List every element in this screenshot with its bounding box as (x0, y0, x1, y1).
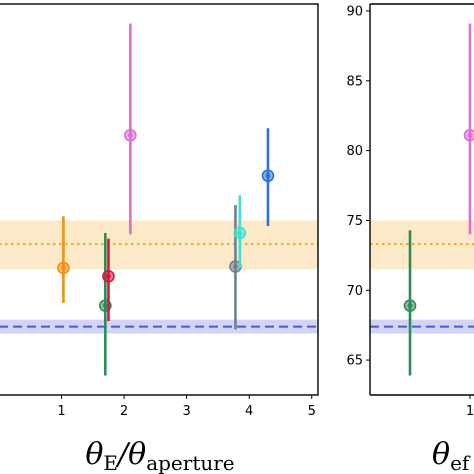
left-point-core-3 (127, 132, 133, 138)
right-y-tick-label-1: 70 (346, 284, 363, 299)
left-point-core-1 (102, 303, 108, 309)
left-point-core-0 (61, 265, 66, 271)
right-reference-band-0 (370, 220, 474, 270)
left-x-tick-label-2: 3 (183, 404, 191, 419)
left-axes-frame (0, 3, 319, 396)
right-plot-area (370, 23, 474, 376)
left-point-core-6 (265, 173, 271, 179)
left-x-label-sep: /θ (115, 437, 146, 472)
left-x-tick-label-3: 4 (245, 404, 253, 419)
right-y-tick-label-4: 85 (346, 74, 363, 89)
left-x-tick-label-0: 1 (57, 404, 65, 419)
left-point-core-5 (237, 230, 243, 236)
right-y-tick-label-3: 80 (346, 144, 363, 159)
right-x-axis-label: θef (432, 437, 471, 474)
right-x-label-sub: ef (450, 451, 471, 474)
left-x-tick-label-1: 2 (120, 404, 128, 419)
right-y-tick-label-5: 90 (346, 4, 363, 19)
left-point-core-2 (106, 273, 111, 279)
right-y-tick-label-2: 75 (346, 214, 363, 229)
left-axes: 1 2 3 4 5 (0, 3, 319, 419)
right-panel: 1 65 70 75 80 85 90 θef (346, 3, 474, 474)
left-x-label-sub1: E (103, 451, 118, 474)
right-x-tick-label-0: 1 (466, 404, 474, 419)
left-x-tick-label-4: 5 (308, 404, 316, 419)
right-reference-band-1 (370, 319, 474, 334)
right-point-core-0 (407, 303, 413, 309)
right-y-tick-label-0: 65 (346, 354, 363, 369)
right-x-label-theta: θ (432, 437, 450, 472)
right-point-core-1 (467, 132, 473, 138)
left-x-label-theta1: θ (85, 437, 103, 472)
left-panel: 1 2 3 4 5 θE/θaperture (0, 3, 319, 474)
left-point-core-4 (233, 264, 238, 269)
left-plot-area (0, 23, 318, 376)
right-axes: 1 65 70 75 80 85 90 (346, 3, 474, 419)
left-x-label-sub2: aperture (146, 451, 234, 474)
left-x-axis-label: θE/θaperture (85, 437, 234, 474)
